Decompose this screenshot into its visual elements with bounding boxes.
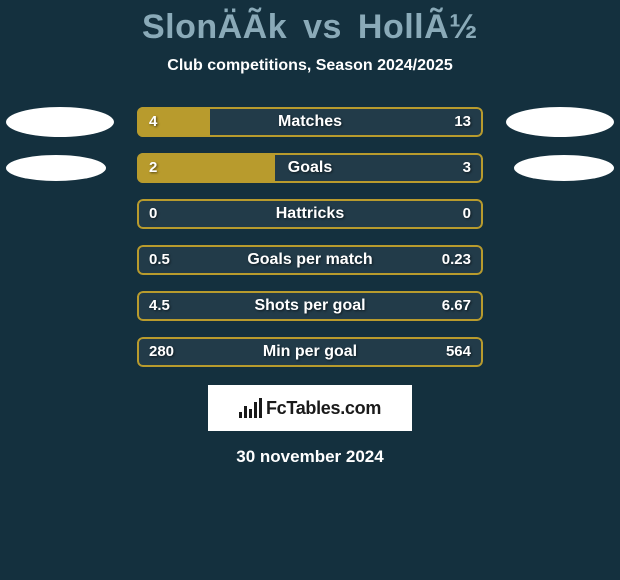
stat-label: Goals (137, 153, 483, 183)
stat-row: 280564Min per goal (0, 337, 620, 367)
card-title: SlonÄÃ­k vs HollÃ½ (0, 8, 620, 47)
brand-text: FcTables.com (266, 398, 381, 419)
player1-name: SlonÄÃ­k (142, 8, 287, 46)
player2-avatar (506, 107, 614, 137)
stat-row: 413Matches (0, 107, 620, 137)
stat-label: Matches (137, 107, 483, 137)
stat-label: Min per goal (137, 337, 483, 367)
stat-label: Goals per match (137, 245, 483, 275)
stat-bar: 280564Min per goal (137, 337, 483, 367)
stat-label: Shots per goal (137, 291, 483, 321)
brand-badge: FcTables.com (208, 385, 412, 431)
player2-name: HollÃ½ (358, 8, 478, 46)
card-date: 30 november 2024 (0, 447, 620, 467)
vs-label: vs (303, 8, 342, 46)
stat-row: 4.56.67Shots per goal (0, 291, 620, 321)
stat-row: 23Goals (0, 153, 620, 183)
player1-avatar (6, 107, 114, 137)
player2-avatar (514, 155, 614, 181)
stat-bar: 00Hattricks (137, 199, 483, 229)
stat-label: Hattricks (137, 199, 483, 229)
brand-bars-icon (239, 398, 262, 418)
player1-avatar (6, 155, 106, 181)
stat-bar: 4.56.67Shots per goal (137, 291, 483, 321)
stats-block: 413Matches 23Goals 00Hattricks 0.50.23Goals… (137, 107, 483, 367)
stat-row: 00Hattricks (0, 199, 620, 229)
subtitle: Club competitions, Season 2024/2025 (0, 57, 620, 75)
stat-bar: 0.50.23Goals per match (137, 245, 483, 275)
stat-row: 0.50.23Goals per match (0, 245, 620, 275)
comparison-card: SlonÄÃ­k vs HollÃ½ Club competitions, Se… (0, 0, 620, 580)
stat-bar: 23Goals (137, 153, 483, 183)
stat-bar: 413Matches (137, 107, 483, 137)
